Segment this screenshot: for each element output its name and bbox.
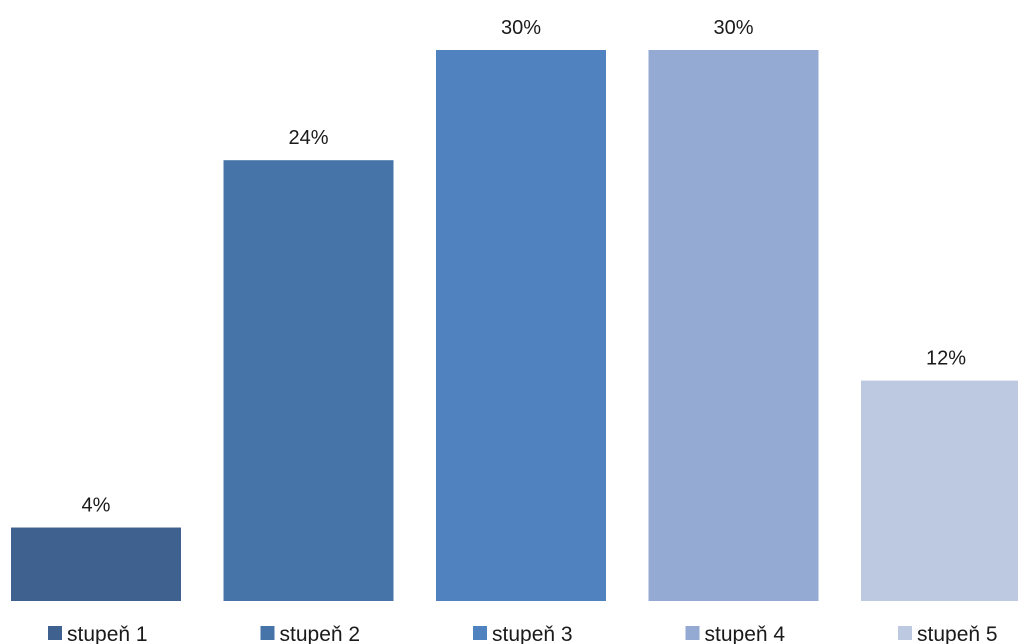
legend-swatch-1 bbox=[48, 626, 62, 640]
bar-5 bbox=[861, 381, 1018, 601]
bars-group bbox=[11, 50, 1018, 601]
bar-3 bbox=[436, 50, 606, 601]
legend-label-3: stupeň 3 bbox=[492, 623, 573, 644]
legend-label-2: stupeň 2 bbox=[280, 623, 361, 644]
data-label-2: 24% bbox=[288, 127, 328, 149]
legend-item-2: stupeň 2 bbox=[261, 623, 361, 644]
bar-1 bbox=[11, 528, 181, 601]
legend-label-5: stupeň 5 bbox=[917, 623, 998, 644]
legend-label-1: stupeň 1 bbox=[67, 623, 148, 644]
bar-4 bbox=[649, 50, 819, 601]
legend-item-1: stupeň 1 bbox=[48, 623, 148, 644]
data-label-1: 4% bbox=[82, 495, 111, 517]
legend-item-3: stupeň 3 bbox=[473, 623, 573, 644]
legend-item-5: stupeň 5 bbox=[898, 623, 998, 644]
legend-swatch-3 bbox=[473, 626, 487, 640]
legend-label-4: stupeň 4 bbox=[705, 623, 786, 644]
data-label-4: 30% bbox=[713, 17, 753, 39]
legend-swatch-2 bbox=[261, 626, 275, 640]
legend: stupeň 1 stupeň 2 stupeň 3 stupeň 4 stupeň 5 bbox=[48, 623, 998, 644]
data-label-3: 30% bbox=[501, 17, 541, 39]
bar-2 bbox=[224, 160, 394, 601]
legend-swatch-4 bbox=[686, 626, 700, 640]
legend-swatch-5 bbox=[898, 626, 912, 640]
legend-item-4: stupeň 4 bbox=[686, 623, 786, 644]
data-label-5: 12% bbox=[926, 348, 966, 370]
